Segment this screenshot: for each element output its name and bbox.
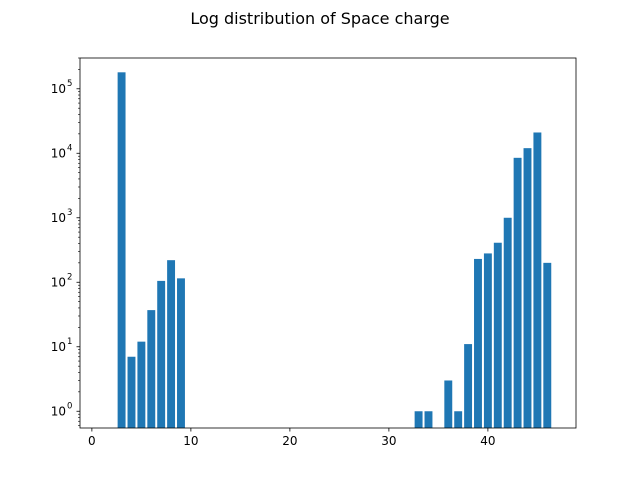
bar: [414, 411, 423, 428]
bar: [503, 217, 512, 428]
bar: [117, 72, 126, 428]
y-tick-exponent: 3: [67, 208, 72, 218]
x-tick-label: 30: [381, 434, 396, 448]
bar: [464, 344, 473, 428]
bar: [483, 253, 492, 428]
y-tick-exponent: 2: [67, 272, 72, 282]
bar: [493, 242, 502, 428]
bar: [177, 278, 185, 428]
y-tick-exponent: 0: [67, 401, 72, 411]
x-tick-label: 10: [183, 434, 198, 448]
axes-frame: [79, 57, 577, 429]
bar: [454, 411, 463, 428]
bar: [523, 148, 532, 428]
y-tick-label: 10: [51, 275, 66, 289]
x-tick-label: 0: [88, 434, 96, 448]
y-tick-label: 10: [51, 211, 66, 225]
bar: [127, 356, 136, 428]
bar: [444, 380, 453, 428]
bar: [513, 157, 522, 428]
bar: [543, 262, 552, 428]
bar: [474, 258, 482, 428]
bar: [157, 280, 166, 428]
y-tick-exponent: 1: [67, 337, 72, 347]
x-tick-label: 40: [480, 434, 495, 448]
y-tick-label: 10: [51, 404, 66, 418]
bars: [117, 72, 552, 428]
y-tick-label: 10: [51, 340, 66, 354]
bar: [424, 411, 433, 428]
x-axis: 0 10 20 30 40: [88, 428, 496, 448]
chart-title: Log distribution of Space charge: [190, 9, 449, 28]
bar: [167, 260, 176, 428]
y-tick-exponent: 4: [67, 143, 72, 153]
bar: [137, 341, 146, 428]
y-tick-label: 10: [51, 146, 66, 160]
y-tick-exponent: 5: [67, 79, 72, 89]
x-tick-label: 20: [282, 434, 297, 448]
bar: [533, 132, 542, 428]
y-tick-label: 10: [51, 82, 66, 96]
bar: [147, 310, 156, 428]
